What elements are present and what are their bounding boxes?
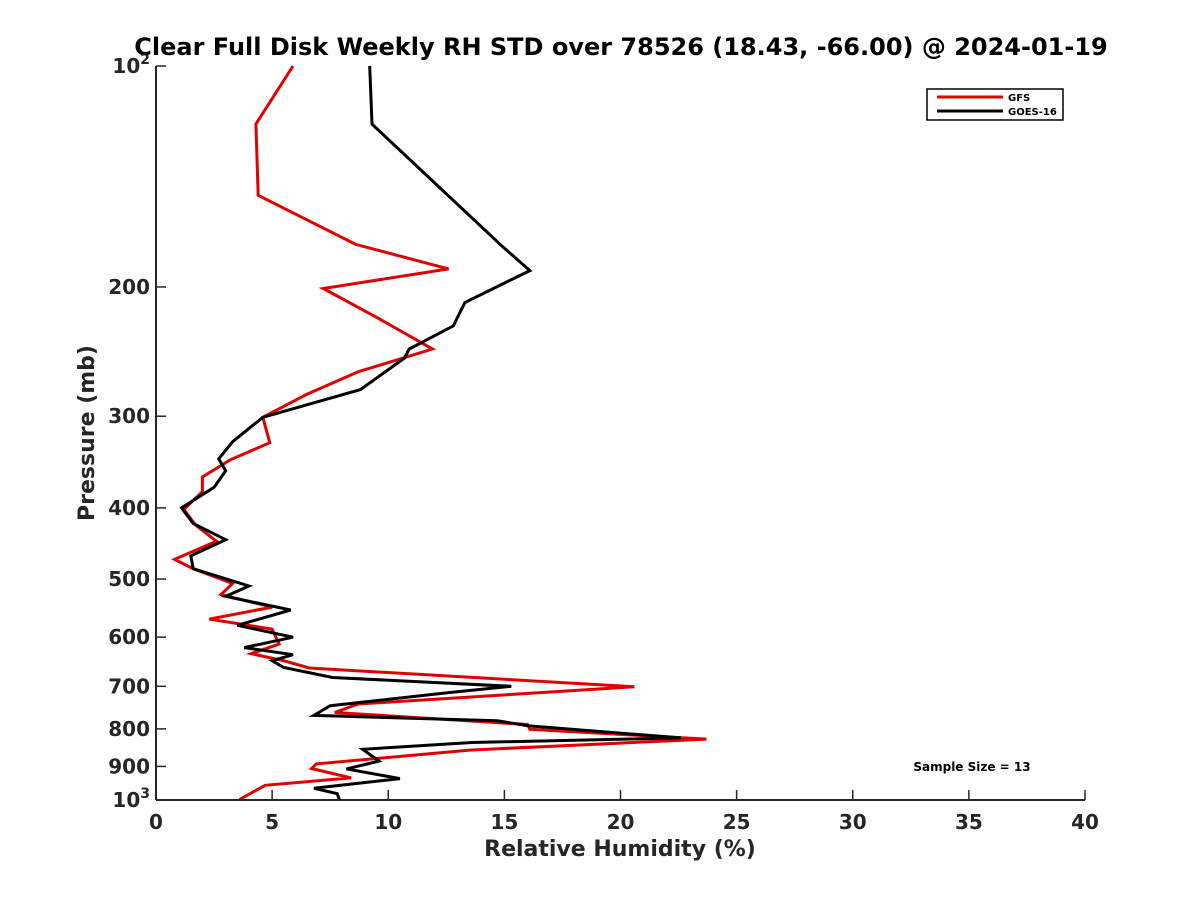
- legend-label-goes-16: GOES-16: [1008, 107, 1057, 118]
- series-layer: [171, 65, 707, 801]
- x-tick-label: 15: [490, 810, 518, 834]
- y-tick-label: 300: [108, 404, 150, 428]
- y-tick-label: 500: [108, 567, 150, 591]
- series-line-gfs: [171, 65, 707, 801]
- x-tick-label: 25: [723, 810, 751, 834]
- y-axis-label: Pressure (mb): [75, 345, 100, 521]
- x-tick-label: 10: [374, 810, 402, 834]
- chart-title: Clear Full Disk Weekly RH STD over 78526…: [134, 33, 1107, 61]
- y-ticks: 102 200 300 400 500 600 700 800 900 103: [108, 52, 166, 812]
- x-tick-label: 35: [955, 810, 983, 834]
- x-tick-label: 40: [1071, 810, 1099, 834]
- x-tick-label: 0: [149, 810, 163, 834]
- legend-box: [926, 88, 1064, 121]
- y-tick-label: 600: [108, 625, 150, 649]
- legend-label-gfs: GFS: [1008, 93, 1030, 104]
- y-tick-label: 102: [112, 52, 150, 78]
- sample-size-annotation: Sample Size = 13: [913, 760, 1030, 774]
- y-tick-label: 103: [112, 786, 150, 812]
- x-tick-label: 20: [607, 810, 635, 834]
- x-tick-label: 5: [265, 810, 279, 834]
- y-tick-label: 700: [108, 674, 150, 698]
- y-tick-label: 800: [108, 717, 150, 741]
- y-tick-label: 400: [108, 496, 150, 520]
- y-tick-label: 900: [108, 754, 150, 778]
- legend: GFS GOES-16: [926, 88, 1064, 121]
- x-axis-label: Relative Humidity (%): [484, 837, 756, 862]
- series-line-goes-16: [179, 65, 682, 801]
- x-ticks: 0 5 10 15 20 25 30 35 40: [149, 790, 1099, 834]
- y-tick-label: 200: [108, 275, 150, 299]
- x-tick-label: 30: [839, 810, 867, 834]
